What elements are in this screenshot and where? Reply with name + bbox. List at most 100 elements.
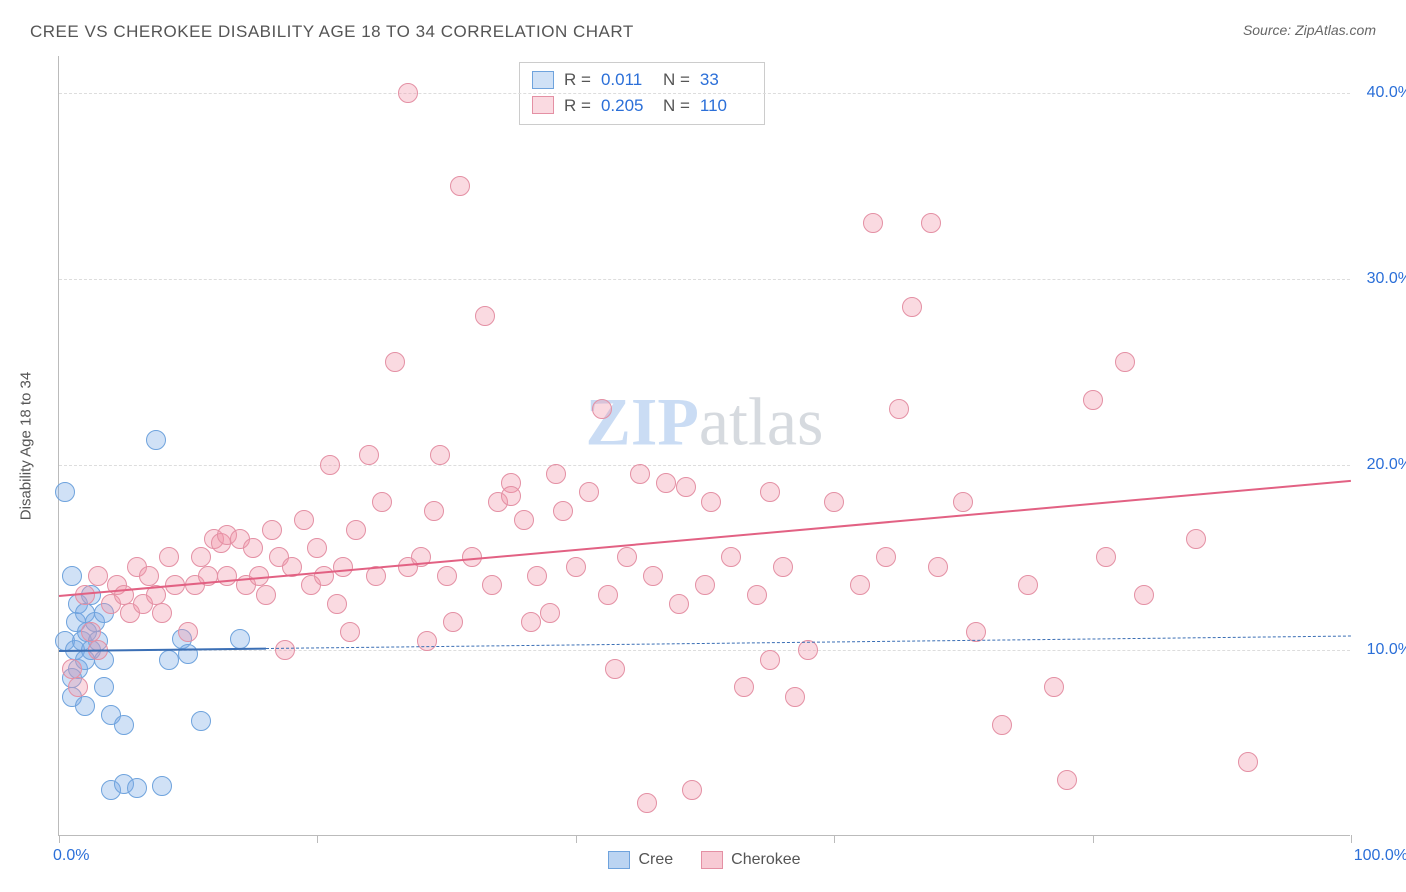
data-point bbox=[656, 473, 676, 493]
data-point bbox=[527, 566, 547, 586]
data-point bbox=[824, 492, 844, 512]
data-point bbox=[514, 510, 534, 530]
x-tick-label: 0.0% bbox=[53, 847, 89, 865]
data-point bbox=[902, 297, 922, 317]
data-point bbox=[114, 715, 134, 735]
data-point bbox=[359, 445, 379, 465]
stat-label-r: R = bbox=[564, 93, 591, 119]
data-point bbox=[443, 612, 463, 632]
data-point bbox=[1238, 752, 1258, 772]
y-tick-label: 20.0% bbox=[1367, 456, 1406, 474]
x-tick bbox=[59, 835, 60, 843]
stat-value-r: 0.205 bbox=[601, 93, 653, 119]
source-attribution: Source: ZipAtlas.com bbox=[1243, 22, 1376, 38]
data-point bbox=[695, 575, 715, 595]
y-tick-label: 10.0% bbox=[1367, 641, 1406, 659]
data-point bbox=[152, 776, 172, 796]
chart-header: CREE VS CHEROKEE DISABILITY AGE 18 TO 34… bbox=[0, 0, 1406, 50]
x-tick bbox=[576, 835, 577, 843]
x-tick-label: 100.0% bbox=[1354, 847, 1406, 865]
stat-label-r: R = bbox=[564, 67, 591, 93]
chart-title: CREE VS CHEROKEE DISABILITY AGE 18 TO 34… bbox=[30, 22, 634, 42]
legend-label: Cree bbox=[638, 851, 673, 869]
stats-row: R =0.011N =33 bbox=[532, 67, 752, 93]
data-point bbox=[55, 482, 75, 502]
y-axis-label: Disability Age 18 to 34 bbox=[18, 372, 35, 520]
data-point bbox=[1018, 575, 1038, 595]
data-point bbox=[217, 566, 237, 586]
data-point bbox=[928, 557, 948, 577]
data-point bbox=[1044, 677, 1064, 697]
data-point bbox=[346, 520, 366, 540]
gridline bbox=[59, 279, 1350, 280]
data-point bbox=[1057, 770, 1077, 790]
data-point bbox=[1083, 390, 1103, 410]
chart-area: Disability Age 18 to 34 ZIPatlas R =0.01… bbox=[50, 56, 1350, 836]
data-point bbox=[152, 603, 172, 623]
data-point bbox=[701, 492, 721, 512]
legend-item: Cree bbox=[608, 851, 673, 869]
data-point bbox=[430, 445, 450, 465]
data-point bbox=[320, 455, 340, 475]
data-point bbox=[385, 352, 405, 372]
data-point bbox=[262, 520, 282, 540]
data-point bbox=[159, 547, 179, 567]
stats-row: R =0.205N =110 bbox=[532, 93, 752, 119]
data-point bbox=[760, 650, 780, 670]
data-point bbox=[243, 538, 263, 558]
data-point bbox=[1096, 547, 1116, 567]
data-point bbox=[734, 677, 754, 697]
bottom-legend: CreeCherokee bbox=[59, 851, 1350, 869]
data-point bbox=[921, 213, 941, 233]
watermark-atlas: atlas bbox=[699, 384, 824, 460]
gridline bbox=[59, 650, 1350, 651]
data-point bbox=[785, 687, 805, 707]
data-point bbox=[437, 566, 457, 586]
watermark: ZIPatlas bbox=[586, 383, 824, 462]
data-point bbox=[230, 629, 250, 649]
data-point bbox=[773, 557, 793, 577]
data-point bbox=[676, 477, 696, 497]
data-point bbox=[966, 622, 986, 642]
gridline bbox=[59, 93, 1350, 94]
data-point bbox=[475, 306, 495, 326]
data-point bbox=[540, 603, 560, 623]
data-point bbox=[450, 176, 470, 196]
data-point bbox=[598, 585, 618, 605]
data-point bbox=[682, 780, 702, 800]
data-point bbox=[256, 585, 276, 605]
data-point bbox=[340, 622, 360, 642]
data-point bbox=[953, 492, 973, 512]
y-tick-label: 30.0% bbox=[1367, 270, 1406, 288]
data-point bbox=[760, 482, 780, 502]
data-point bbox=[275, 640, 295, 660]
data-point bbox=[81, 622, 101, 642]
data-point bbox=[62, 659, 82, 679]
data-point bbox=[178, 622, 198, 642]
data-point bbox=[88, 566, 108, 586]
y-tick-label: 40.0% bbox=[1367, 84, 1406, 102]
data-point bbox=[139, 566, 159, 586]
data-point bbox=[75, 696, 95, 716]
data-point bbox=[876, 547, 896, 567]
data-point bbox=[159, 650, 179, 670]
data-point bbox=[546, 464, 566, 484]
data-point bbox=[314, 566, 334, 586]
legend-swatch bbox=[608, 851, 630, 869]
data-point bbox=[592, 399, 612, 419]
stat-label-n: N = bbox=[663, 93, 690, 119]
data-point bbox=[798, 640, 818, 660]
stat-label-n: N = bbox=[663, 67, 690, 93]
data-point bbox=[850, 575, 870, 595]
series-swatch bbox=[532, 96, 554, 114]
scatter-plot: ZIPatlas R =0.011N =33R =0.205N =110 Cre… bbox=[58, 56, 1350, 836]
data-point bbox=[372, 492, 392, 512]
data-point bbox=[521, 612, 541, 632]
data-point bbox=[605, 659, 625, 679]
data-point bbox=[327, 594, 347, 614]
data-point bbox=[617, 547, 637, 567]
data-point bbox=[191, 547, 211, 567]
data-point bbox=[482, 575, 502, 595]
x-tick bbox=[1093, 835, 1094, 843]
data-point bbox=[62, 566, 82, 586]
